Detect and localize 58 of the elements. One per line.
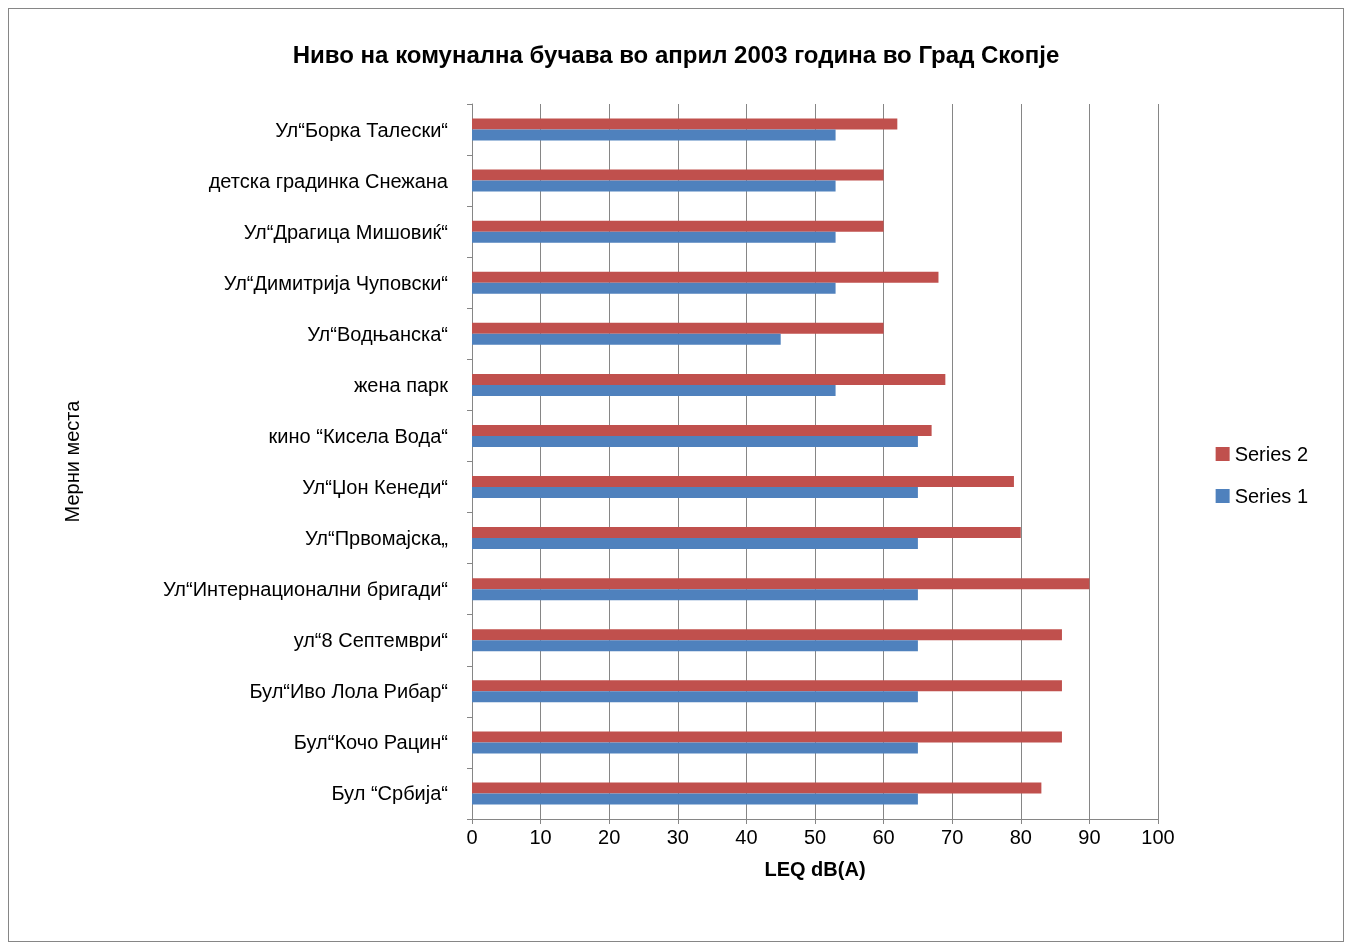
y-tick-label: Бул “Србија“ [331, 782, 448, 805]
y-tick-label: Ул“Драгица Мишовиќ“ [243, 220, 448, 243]
bar [472, 589, 918, 601]
bar [472, 271, 939, 283]
bar [472, 476, 1014, 488]
y-tick-label: Ул“Интернационални бригади“ [162, 578, 448, 601]
bar [472, 742, 918, 754]
bar [472, 322, 884, 334]
bar [472, 333, 781, 345]
x-tick-label: 60 [872, 826, 895, 848]
bar [472, 782, 1042, 794]
bar [472, 282, 836, 294]
x-tick-label: 80 [1009, 826, 1032, 848]
bar [472, 640, 918, 652]
y-tick-label: Бул“Кочо Рацин“ [293, 731, 448, 754]
y-axis-title: Мерни места [61, 399, 83, 523]
y-tick-label: жена парк [353, 373, 449, 396]
bar [472, 384, 836, 396]
bar [472, 629, 1062, 641]
bar [472, 129, 836, 141]
bar [472, 220, 884, 232]
x-tick-label: 90 [1078, 826, 1101, 848]
x-tick-label: 20 [598, 826, 621, 848]
bar [472, 435, 918, 447]
x-tick-label: 0 [466, 826, 478, 848]
bar [472, 180, 836, 192]
y-tick-label: детска градинка Снежана [208, 169, 449, 192]
bar [472, 231, 836, 243]
x-tick-label: 30 [666, 826, 689, 848]
y-tick-label: Ул“Борка Талески“ [275, 118, 448, 141]
y-tick-label: ул“8 Септември“ [293, 629, 448, 652]
y-tick-label: Ул“Димитрија Чуповски“ [223, 271, 448, 294]
y-tick-label: Ул“Водњанска“ [307, 322, 448, 345]
bar [472, 169, 884, 181]
bar [472, 731, 1062, 743]
bar [472, 487, 918, 499]
x-axis-title: LEQ dB(A) [764, 858, 866, 880]
bar [472, 118, 898, 130]
x-tick-label: 50 [803, 826, 827, 848]
bar [472, 373, 946, 385]
y-tick-label: Ул“Првомајска„ [304, 527, 448, 550]
bar [472, 793, 918, 805]
bar [472, 424, 932, 436]
x-tick-label: 40 [735, 826, 758, 848]
y-tick-label: Бул“Иво Лола Рибар“ [249, 680, 448, 703]
legend-label: Series 1 [1234, 485, 1309, 507]
legend-label: Series 2 [1234, 443, 1309, 465]
x-tick-label: 10 [529, 826, 552, 848]
bar [472, 527, 1021, 539]
chart-title: Ниво на комунална бучава во април 2003 година во Град Скопје [292, 40, 1060, 68]
y-tick-label: кино “Кисела Вода“ [268, 424, 448, 447]
bar [472, 538, 918, 550]
bar [472, 578, 1090, 590]
y-tick-label: Ул“Џон Кенеди“ [302, 476, 448, 499]
x-tick-label: 70 [941, 826, 964, 848]
x-tick-label: 100 [1141, 826, 1175, 848]
bar [472, 691, 918, 703]
bar [472, 680, 1062, 692]
